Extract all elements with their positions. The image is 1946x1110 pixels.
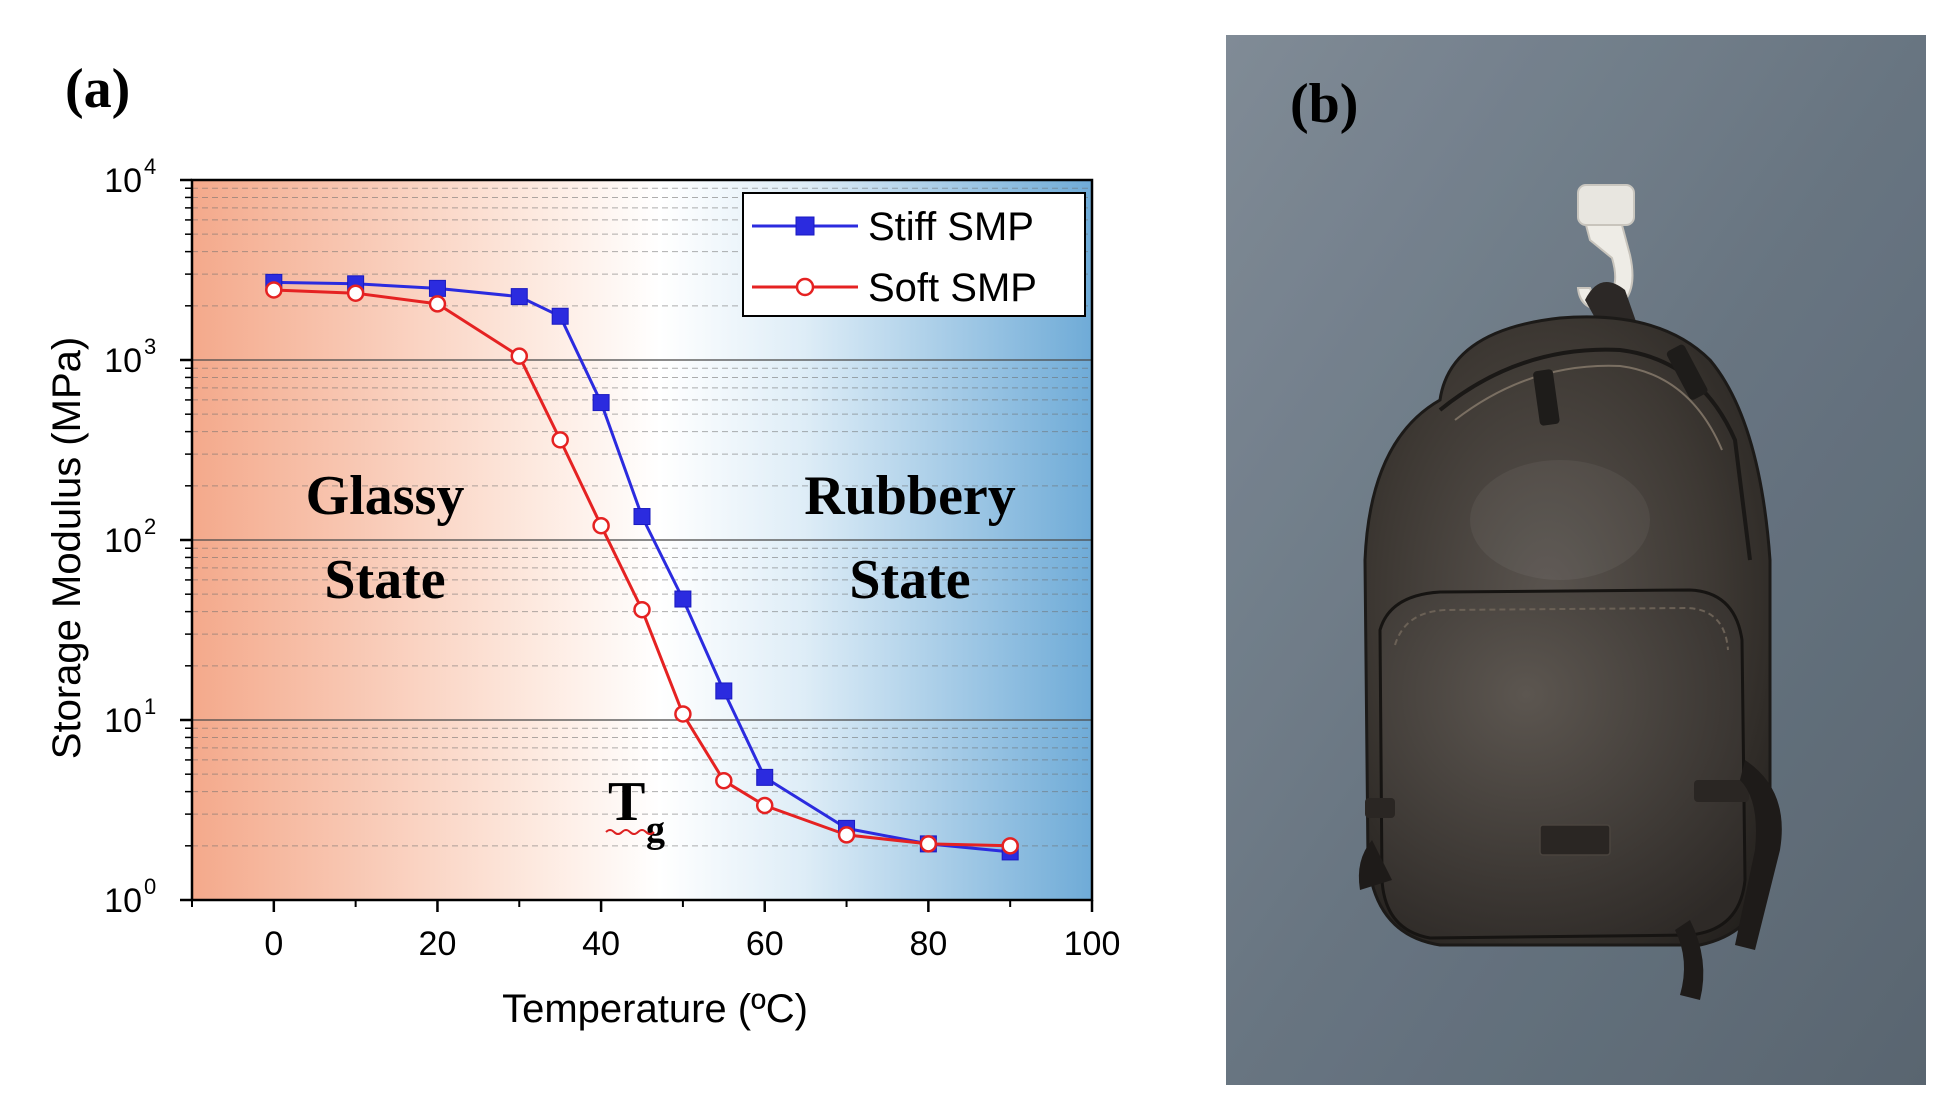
pocket-stitch [1394,606,1729,651]
x-tick-label: 100 [1064,925,1121,963]
soft-smp-point [715,771,733,790]
x-tick-labels: 0 20 40 60 80 100 [264,925,1120,963]
panel-b-label: (b) [1290,73,1358,135]
rubbery-label: Rubbery [804,465,1016,527]
x-tick-label: 80 [909,925,947,963]
series-markers [265,273,1019,861]
soft-smp-point [265,281,283,299]
legend-soft-label: Soft SMP [868,266,1037,310]
zipper-pull-1 [1533,369,1560,426]
y-tick-exponent: 2 [144,514,156,539]
logo-patch [1539,824,1611,856]
tg-annotation: T g [605,771,665,851]
stiff-smp-point [633,508,651,526]
y-tick-label: 10 [104,702,142,740]
soft-smp-point [428,295,447,313]
y-tick-label: 10 [104,162,142,200]
soft-smp-point [346,284,365,302]
x-axis-title: Temperature (ºC) [502,987,808,1031]
stiff-smp-point [674,590,692,608]
leather-highlight [1470,460,1650,580]
x-tick-label: 20 [419,925,457,963]
bottom-strap [1675,920,1704,1000]
zipper-stitch [1454,364,1723,451]
left-strap [1358,840,1392,890]
x-tick-label: 0 [264,925,283,963]
x-tick-label: 60 [746,925,784,963]
zipper-pull-2 [1666,344,1708,400]
soft-smp-point [837,826,856,844]
legend: Stiff SMP Soft SMP [742,192,1086,317]
main-zipper [1438,347,1752,561]
axis-ticks [180,178,1094,912]
soft-smp-point [551,431,569,449]
legend-soft-marker [795,277,815,297]
soft-smp-point [510,347,529,365]
right-strap [1735,760,1782,950]
rubbery-state-label: State [849,549,970,611]
soft-smp-point [674,705,692,723]
stiff-smp-point [756,768,774,786]
glassy-label: Glassy [306,465,465,527]
y-tick-exponent: 1 [144,694,156,719]
soft-smp-point [919,835,938,853]
y-tick-label: 10 [104,522,142,560]
y-axis-title: Storage Modulus (MPa) [45,337,89,759]
soft-smp-point [633,600,651,619]
stiff-smp-point [592,394,610,412]
legend-stiff-marker [795,216,815,236]
soft-smp-point [1001,837,1019,855]
side-tab-right [1694,780,1749,802]
legend-box [742,192,1086,317]
panel-a-label: (a) [65,58,130,120]
stiff-smp-point [510,288,528,306]
stiff-smp-point [428,279,446,297]
stiff-smp-point [715,682,733,700]
backpack-photo [1226,35,1926,1085]
legend-stiff-label: Stiff SMP [868,205,1034,249]
stiff-smp-point [551,307,569,325]
y-tick-exponent: 3 [144,334,156,359]
y-tick-exponent: 0 [144,874,156,899]
y-tick-exponent: 4 [144,154,156,179]
x-tick-label: 40 [582,925,620,963]
front-pocket [1378,588,1747,940]
y-tick-label: 10 [104,342,142,380]
soft-smp-point [755,796,774,815]
side-tab-left [1365,798,1395,818]
glassy-state-label: State [324,549,445,611]
soft-smp-point [592,516,610,535]
spellcheck-underline [605,829,655,835]
y-tick-label: 10 [104,882,142,920]
tg-label: T [608,771,645,833]
tg-subscript: g [646,809,665,851]
